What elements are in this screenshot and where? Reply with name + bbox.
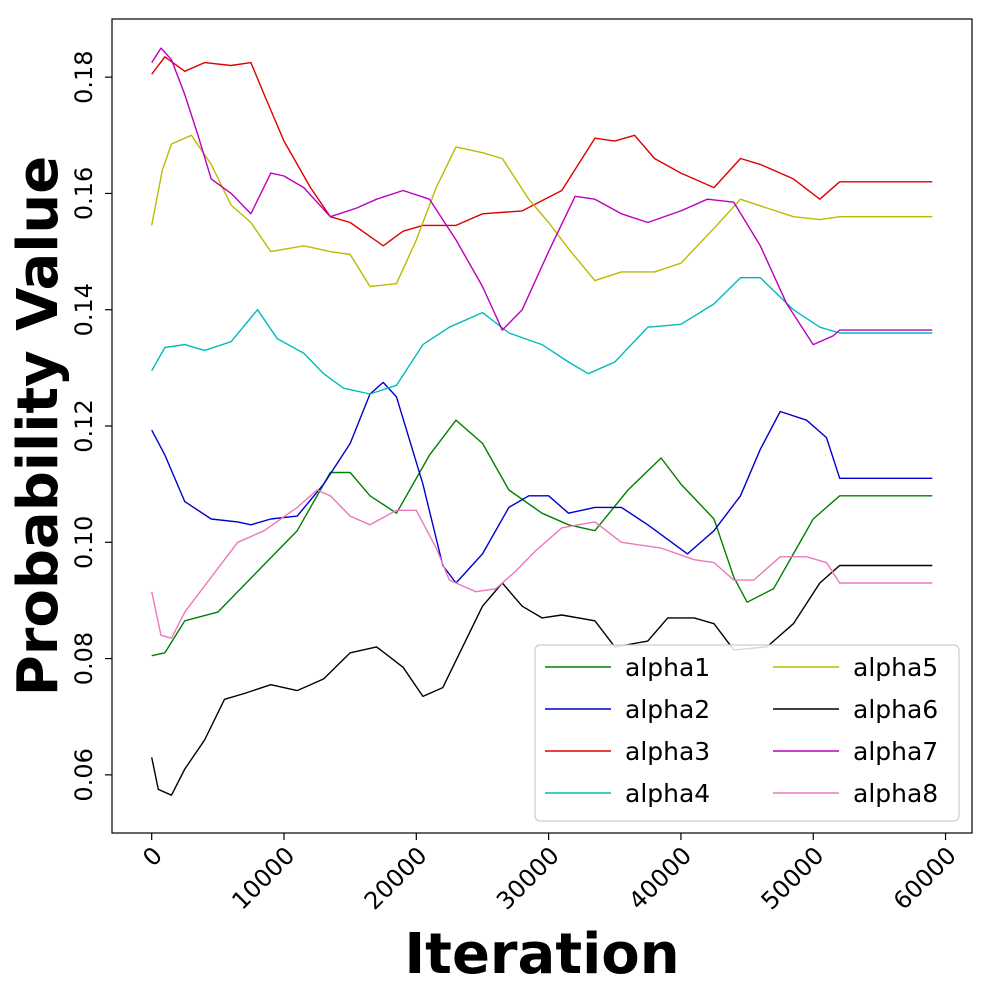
x-axis-title: Iteration xyxy=(404,922,679,987)
legend-label-alpha3: alpha3 xyxy=(625,737,710,766)
series-layer xyxy=(151,47,933,796)
legend-label-alpha8: alpha8 xyxy=(853,779,938,808)
series-line-alpha8 xyxy=(151,489,933,639)
y-tick-label: 0.18 xyxy=(70,50,98,103)
legend-label-alpha7: alpha7 xyxy=(853,737,938,766)
y-tick-label: 0.10 xyxy=(70,516,98,569)
series-line-alpha4 xyxy=(151,277,933,395)
legend-box xyxy=(534,644,960,822)
y-tick-label: 0.16 xyxy=(70,167,98,220)
legend-label-alpha5: alpha5 xyxy=(853,653,938,682)
y-tick-label: 0.14 xyxy=(70,283,98,336)
x-tick-label: 20000 xyxy=(359,841,433,915)
x-tick-label: 40000 xyxy=(623,841,697,915)
legend-label-alpha2: alpha2 xyxy=(625,695,710,724)
legend-label-alpha4: alpha4 xyxy=(625,779,710,808)
y-axis: 0.06 0.08 0.10 0.12 0.14 0.16 0.18 xyxy=(70,50,112,802)
series-line-alpha5 xyxy=(151,134,933,288)
x-tick-label: 10000 xyxy=(226,841,300,915)
legend-label-alpha6: alpha6 xyxy=(853,695,938,724)
legend: alpha1 alpha2 alpha3 alpha4 alpha5 alpha6 alph… xyxy=(534,644,960,822)
series-line-alpha3 xyxy=(151,56,933,247)
legend-label-alpha1: alpha1 xyxy=(625,653,710,682)
series-line-alpha2 xyxy=(151,381,933,584)
y-axis-title: Probability Value xyxy=(6,156,71,697)
x-axis: 0 10000 20000 30000 40000 50000 60000 xyxy=(137,833,962,915)
series-line-alpha6 xyxy=(151,564,933,796)
x-tick-label: 0 xyxy=(137,841,168,872)
x-tick-label: 50000 xyxy=(756,841,830,915)
x-tick-label: 60000 xyxy=(888,841,962,915)
y-tick-label: 0.08 xyxy=(70,632,98,685)
series-line-alpha7 xyxy=(151,47,933,346)
x-tick-label: 30000 xyxy=(491,841,565,915)
series-line-alpha1 xyxy=(151,419,933,657)
y-tick-label: 0.12 xyxy=(70,399,98,452)
y-tick-label: 0.06 xyxy=(70,748,98,801)
